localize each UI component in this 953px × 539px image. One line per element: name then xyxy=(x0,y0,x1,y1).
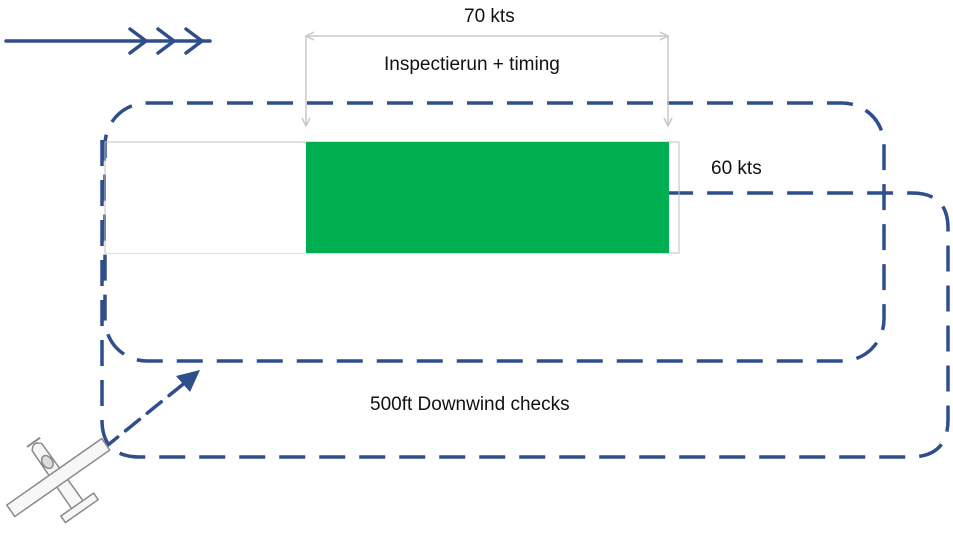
approach-arrowhead-icon xyxy=(176,370,200,392)
runway-highlight xyxy=(306,142,669,253)
dimension-bracket xyxy=(301,31,673,128)
light-aircraft-icon xyxy=(6,436,111,524)
top-speed-label: 70 kts xyxy=(464,6,515,27)
downwind-checks-label: 500ft Downwind checks xyxy=(370,394,570,415)
wind-arrow-icon xyxy=(4,27,212,55)
final-speed-label: 60 kts xyxy=(711,158,762,179)
approach-path xyxy=(80,379,189,468)
outer-circuit-path xyxy=(100,140,950,459)
inspection-run-label: Inspectierun + timing xyxy=(384,54,560,75)
